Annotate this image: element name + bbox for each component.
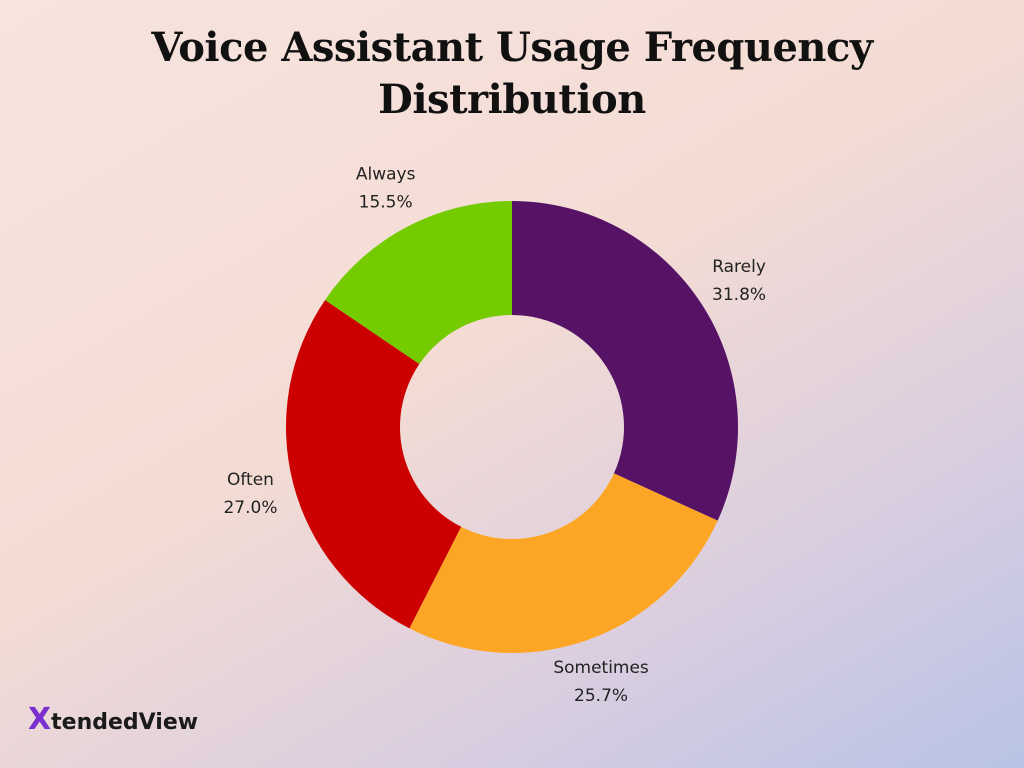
chart-title: Voice Assistant Usage Frequency Distribu…	[151, 24, 873, 123]
segment-label: Often	[227, 470, 274, 490]
logo: XtendedView	[28, 702, 198, 737]
donut-segment	[325, 201, 512, 365]
segment-label: Rarely	[712, 257, 766, 277]
segment-label: Always	[356, 164, 416, 184]
logo-mark: X	[28, 702, 52, 737]
value-label: 15.5%	[359, 192, 413, 212]
donut-segment	[286, 299, 462, 629]
value-label: 31.8%	[712, 285, 766, 305]
logo-text: tended	[51, 710, 139, 735]
segment-label: Sometimes	[553, 658, 649, 678]
donut-segment	[409, 473, 718, 653]
value-label: 25.7%	[574, 686, 628, 706]
logo-brand: View	[138, 710, 199, 735]
donut-segment	[512, 201, 738, 521]
value-label: 27.0%	[223, 498, 277, 518]
